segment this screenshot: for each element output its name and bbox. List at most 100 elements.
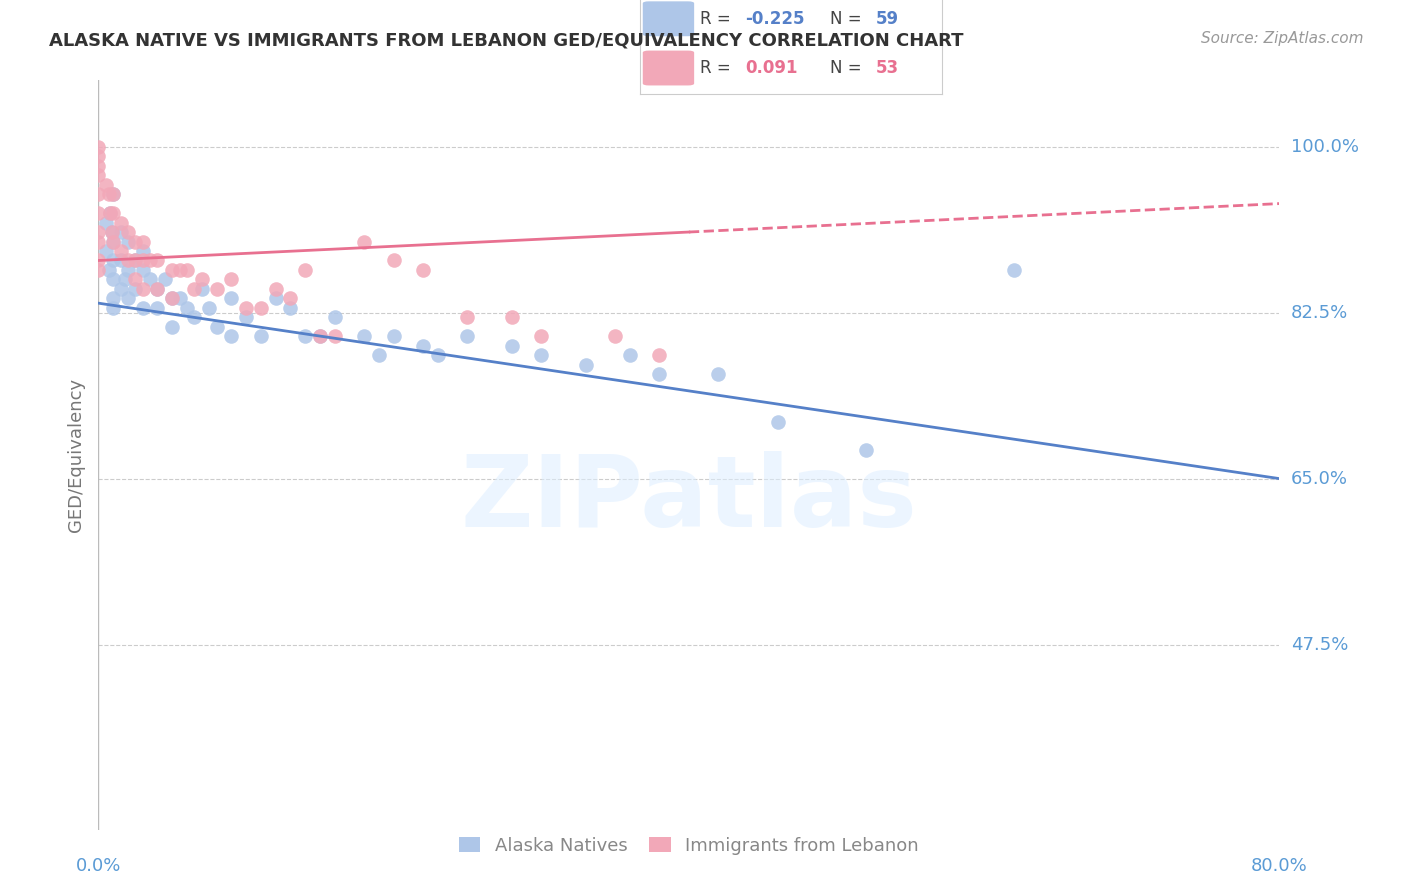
Point [162, 292, 183, 306]
Point [110, 282, 132, 296]
Text: R =: R = [700, 59, 737, 77]
Point [87, 149, 110, 163]
Point [132, 263, 155, 277]
Point [221, 329, 243, 343]
Point [103, 272, 125, 286]
Point [353, 235, 375, 249]
FancyBboxPatch shape [643, 2, 695, 37]
Point [153, 272, 176, 286]
Point [221, 272, 243, 286]
Point [169, 263, 191, 277]
Point [124, 282, 146, 296]
Text: ZIPatlas: ZIPatlas [461, 451, 917, 549]
Point [323, 329, 346, 343]
Point [412, 263, 434, 277]
Point [707, 368, 730, 382]
Point [139, 272, 162, 286]
Point [183, 310, 205, 325]
Point [205, 282, 228, 296]
Point [103, 235, 125, 249]
Point [87, 225, 110, 239]
Point [103, 187, 125, 202]
Legend: Alaska Natives, Immigrants from Lebanon: Alaska Natives, Immigrants from Lebanon [451, 830, 927, 862]
Point [146, 253, 169, 268]
Text: Source: ZipAtlas.com: Source: ZipAtlas.com [1201, 31, 1364, 46]
Point [353, 329, 375, 343]
Point [110, 253, 132, 268]
Point [97, 263, 120, 277]
Point [110, 244, 132, 258]
Point [294, 329, 316, 343]
Point [382, 329, 405, 343]
Point [124, 235, 146, 249]
Point [146, 301, 169, 315]
Text: N =: N = [830, 10, 868, 28]
Point [382, 253, 405, 268]
Point [103, 253, 125, 268]
Point [235, 310, 257, 325]
Point [132, 301, 155, 315]
Point [766, 415, 789, 429]
Point [124, 253, 146, 268]
Point [427, 348, 450, 362]
Point [235, 301, 257, 315]
Text: 100.0%: 100.0% [1291, 137, 1358, 156]
Point [117, 253, 139, 268]
Point [117, 292, 139, 306]
Point [103, 235, 125, 249]
Point [87, 235, 110, 249]
Point [530, 329, 553, 343]
Point [146, 282, 169, 296]
Point [98, 206, 121, 220]
Point [605, 329, 627, 343]
Point [87, 187, 110, 202]
Point [501, 310, 523, 325]
Point [855, 443, 877, 458]
Point [191, 282, 214, 296]
Point [280, 292, 302, 306]
Text: 53: 53 [876, 59, 898, 77]
Point [575, 358, 598, 372]
Text: 82.5%: 82.5% [1291, 303, 1348, 322]
Point [162, 263, 183, 277]
Point [250, 301, 273, 315]
Point [146, 282, 169, 296]
Point [110, 215, 132, 229]
Text: 0.091: 0.091 [745, 59, 799, 77]
Point [103, 301, 125, 315]
Text: -0.225: -0.225 [745, 10, 806, 28]
Point [98, 206, 121, 220]
Point [412, 339, 434, 353]
Point [176, 263, 198, 277]
Point [87, 263, 110, 277]
FancyBboxPatch shape [643, 51, 695, 86]
Y-axis label: GED/Equivalency: GED/Equivalency [66, 378, 84, 532]
Point [309, 329, 332, 343]
Text: 47.5%: 47.5% [1291, 636, 1348, 654]
Point [501, 339, 523, 353]
Text: N =: N = [830, 59, 868, 77]
Point [87, 206, 110, 220]
Point [94, 244, 117, 258]
Point [103, 187, 125, 202]
Point [87, 159, 110, 173]
Point [132, 253, 155, 268]
Point [100, 225, 122, 239]
Point [619, 348, 641, 362]
Text: 0.0%: 0.0% [76, 857, 121, 875]
Point [457, 329, 479, 343]
Point [205, 319, 228, 334]
Text: 80.0%: 80.0% [1251, 857, 1308, 875]
Point [110, 225, 132, 239]
Text: 59: 59 [876, 10, 898, 28]
Point [221, 292, 243, 306]
Point [457, 310, 479, 325]
Point [87, 139, 110, 153]
Point [264, 282, 287, 296]
Point [87, 253, 110, 268]
Text: R =: R = [700, 10, 737, 28]
Point [1002, 263, 1025, 277]
Point [309, 329, 332, 343]
Point [117, 225, 139, 239]
Point [124, 253, 146, 268]
